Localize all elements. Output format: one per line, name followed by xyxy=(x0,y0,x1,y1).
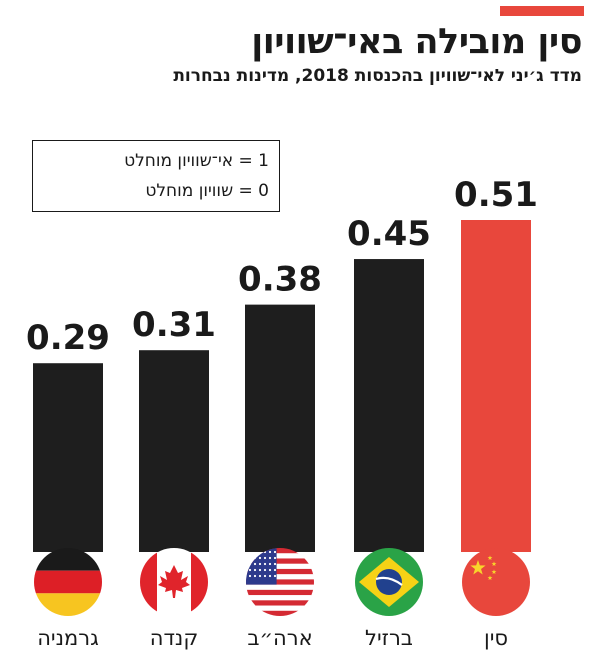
legend-item-zero: 0 = שוויון מוחלט xyxy=(145,181,269,201)
bar xyxy=(354,259,424,552)
category-label: ארה״ב xyxy=(247,626,312,650)
china-flag-icon xyxy=(462,548,530,616)
value-label: 0.31 xyxy=(132,305,216,345)
canada-flag-icon xyxy=(140,548,208,616)
bar xyxy=(139,350,209,552)
value-label: 0.45 xyxy=(347,214,431,254)
legend-box: 1 = אי־שוויון מוחלט 0 = שוויון מוחלט xyxy=(32,140,280,212)
value-label: 0.29 xyxy=(26,318,110,358)
legend-item-one: 1 = אי־שוויון מוחלט xyxy=(124,151,269,171)
category-label: גרמניה xyxy=(37,626,99,650)
category-label: ברזיל xyxy=(365,626,413,650)
bar xyxy=(33,363,103,552)
category-label: סין xyxy=(484,626,508,650)
chart-title: סין מובילה באי־שוויון xyxy=(251,22,582,62)
chart-subtitle: מדד ג׳יני לאי־שוויון בהכנסות 2018, מדינו… xyxy=(173,66,582,86)
bar xyxy=(461,220,531,552)
value-label: 0.38 xyxy=(238,260,322,300)
usa-flag-icon xyxy=(246,548,314,616)
value-label: 0.51 xyxy=(454,175,538,215)
brazil-flag-icon xyxy=(355,548,423,616)
category-label: קנדה xyxy=(150,626,199,650)
accent-bar xyxy=(500,6,584,16)
germany-flag-icon xyxy=(34,548,102,616)
bar xyxy=(245,304,315,552)
